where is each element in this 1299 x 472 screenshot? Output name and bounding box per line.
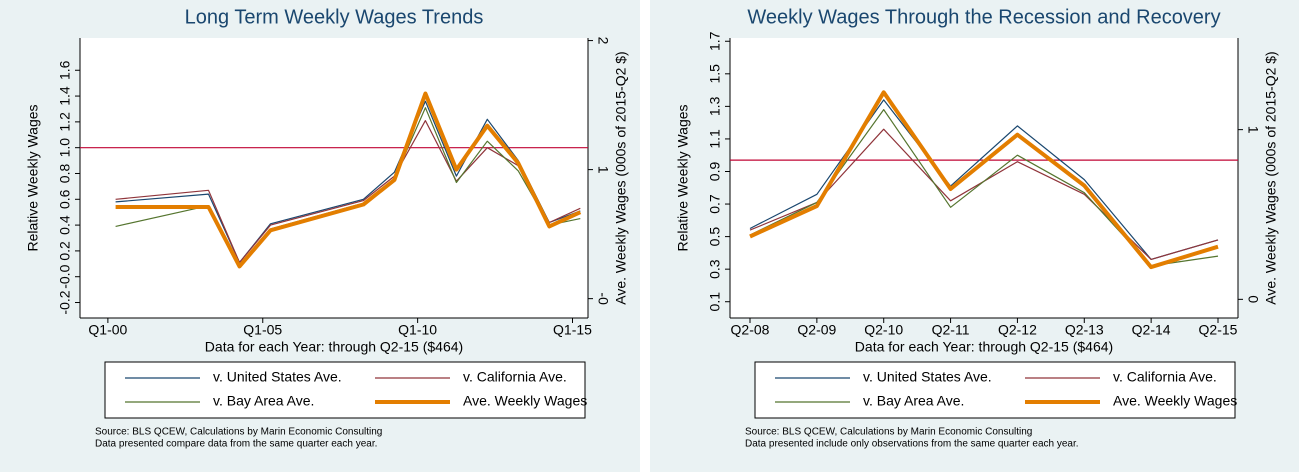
legend-label: v. United States Ave. bbox=[863, 369, 992, 385]
series-line bbox=[749, 99, 1219, 260]
y-axis-title: Relative Weekly Wages bbox=[675, 104, 691, 251]
note: Source: BLS QCEW, Calculations by Marin … bbox=[745, 427, 1032, 438]
note: Data presented include only observations… bbox=[745, 439, 1079, 450]
plot-area bbox=[80, 38, 588, 318]
x-tick-label: Q2-13 bbox=[1065, 322, 1104, 338]
y-tick-label: 0.9 bbox=[707, 162, 723, 182]
x-axis-title: Data for each Year: through Q2-15 ($464) bbox=[205, 339, 463, 355]
y-tick-label: 0.6 bbox=[57, 189, 73, 209]
y2-tick-label: -0 bbox=[595, 292, 611, 305]
y-tick-label: -0.2 bbox=[57, 290, 73, 314]
y2-axis-title: Ave. Weekly Wages (000s of 2015-Q2 $) bbox=[613, 51, 629, 304]
series-line bbox=[749, 90, 1219, 270]
y-tick-label: 0.5 bbox=[707, 227, 723, 247]
y-tick-label: 1.5 bbox=[707, 64, 723, 84]
y-tick-label: 1.7 bbox=[707, 31, 723, 51]
legend-box bbox=[104, 361, 586, 419]
legend-label: v. Bay Area Ave. bbox=[213, 393, 314, 409]
series-line bbox=[115, 91, 582, 269]
chart-title: Weekly Wages Through the Recession and R… bbox=[747, 6, 1220, 28]
legend-label: Ave. Weekly Wages bbox=[463, 393, 587, 409]
plot-area bbox=[730, 38, 1238, 318]
x-tick-label: Q2-08 bbox=[731, 322, 770, 338]
x-tick-label: Q2-15 bbox=[1199, 322, 1238, 338]
y2-tick-label: 1 bbox=[1245, 126, 1261, 134]
x-tick-label: Q2-10 bbox=[864, 322, 903, 338]
y2-tick-label: 0 bbox=[1245, 295, 1261, 303]
y-tick-label: 1.6 bbox=[57, 60, 73, 80]
x-tick-label: Q2-09 bbox=[797, 322, 836, 338]
y-tick-label: 1.1 bbox=[707, 129, 723, 149]
note: Data presented compare data from the sam… bbox=[95, 439, 377, 450]
y-tick-label: 0.7 bbox=[707, 194, 723, 214]
y-tick-label: 1.4 bbox=[57, 86, 73, 106]
legend-label: Ave. Weekly Wages bbox=[1113, 393, 1237, 409]
y-tick-label: 0.3 bbox=[707, 259, 723, 279]
x-tick-label: Q1-00 bbox=[88, 322, 127, 338]
x-tick-label: Q1-05 bbox=[243, 322, 282, 338]
legend-label: v. California Ave. bbox=[1113, 369, 1217, 385]
legend-label: v. California Ave. bbox=[463, 369, 567, 385]
y-tick-label: -0.0 bbox=[57, 264, 73, 288]
x-tick-label: Q2-14 bbox=[1132, 322, 1171, 338]
y-axis-title: Relative Weekly Wages bbox=[25, 104, 41, 251]
x-tick-label: Q1-10 bbox=[398, 322, 437, 338]
legend-label: v. United States Ave. bbox=[213, 369, 342, 385]
x-tick-label: Q1-15 bbox=[553, 322, 592, 338]
y-tick-label: 0.2 bbox=[57, 241, 73, 261]
chart-title: Long Term Weekly Wages Trends bbox=[185, 6, 484, 28]
note: Source: BLS QCEW, Calculations by Marin … bbox=[95, 427, 382, 438]
x-tick-label: Q2-11 bbox=[932, 322, 970, 338]
legend-box bbox=[754, 361, 1236, 419]
y-tick-label: 0.8 bbox=[57, 164, 73, 184]
y2-tick-label: 2 bbox=[595, 37, 611, 45]
y-tick-label: 0.4 bbox=[57, 215, 73, 235]
y-tick-label: 0.1 bbox=[707, 292, 723, 312]
legend-label: v. Bay Area Ave. bbox=[863, 393, 964, 409]
x-tick-label: Q2-12 bbox=[998, 322, 1037, 338]
y-tick-label: 1.0 bbox=[57, 138, 73, 158]
y2-axis-title: Ave. Weekly Wages (000s of 2015-Q2 $) bbox=[1263, 51, 1279, 304]
y2-tick-label: 1 bbox=[595, 166, 611, 174]
x-axis-title: Data for each Year: through Q2-15 ($464) bbox=[855, 339, 1113, 355]
y-tick-label: 1.2 bbox=[57, 112, 73, 132]
y-tick-label: 1.3 bbox=[707, 96, 723, 116]
